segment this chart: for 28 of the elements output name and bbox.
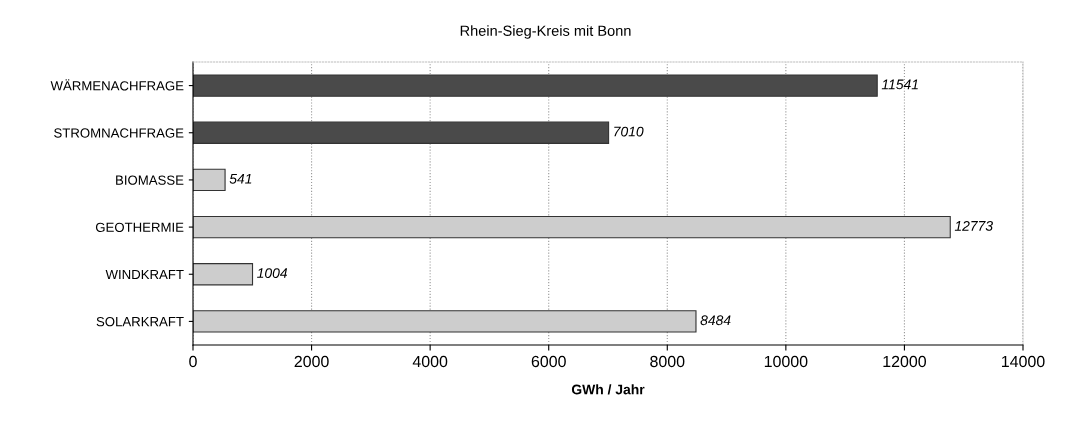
x-tick-label: 8000: [650, 355, 685, 368]
x-tick-label: 10000: [764, 355, 808, 368]
y-tick-label: GEOTHERMIE: [95, 222, 184, 232]
bar: [193, 74, 878, 97]
data-label: 12773: [954, 220, 993, 231]
data-label: 11541: [881, 79, 918, 90]
bar: [193, 215, 951, 239]
data-label: 541: [229, 173, 252, 184]
x-tick-label: 6000: [531, 355, 566, 368]
data-label: 1004: [257, 268, 288, 278]
x-tick-label: 12000: [883, 355, 927, 368]
bar: [193, 263, 254, 286]
x-tick-label: 0: [189, 355, 197, 368]
x-tick-label: 14000: [1002, 355, 1045, 368]
bar: [193, 168, 226, 192]
y-tick-label: WINDKRAFT: [105, 269, 184, 280]
y-tick-label: SOLARKRAFT: [96, 316, 184, 327]
x-axis-title: GWh / Jahr: [571, 384, 645, 395]
x-tick-label: 4000: [412, 355, 448, 368]
bar: [193, 310, 697, 333]
data-label: 7010: [614, 126, 644, 137]
data-label: 8484: [700, 315, 731, 326]
y-tick-label: WÄRMENACHFRAGE: [50, 79, 184, 91]
x-tick-label: 2000: [294, 355, 329, 368]
bar: [193, 121, 610, 144]
chart-title: Rhein-Sieg-Kreis mit Bonn: [460, 25, 631, 39]
y-tick-label: BIOMASSE: [116, 175, 184, 185]
y-tick-label: STROMNACHFRAGE: [54, 128, 184, 138]
